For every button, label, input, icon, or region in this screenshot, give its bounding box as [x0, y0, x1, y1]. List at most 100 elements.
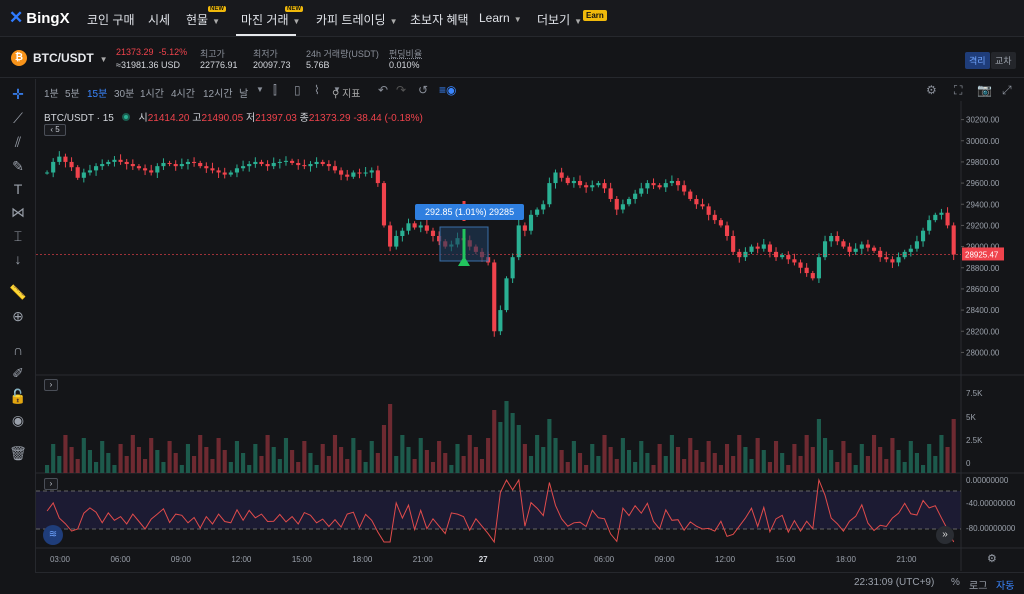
- candle-body: [210, 168, 215, 171]
- nav-learn[interactable]: Learn ▼: [479, 11, 522, 25]
- trendline-icon[interactable]: ⟋: [13, 110, 23, 126]
- candle-body: [669, 180, 674, 184]
- magnet-icon[interactable]: ∩: [12, 342, 24, 358]
- volume-bar: [890, 438, 895, 473]
- tf-1m[interactable]: 1분: [44, 89, 59, 100]
- nav-markets[interactable]: 시세: [148, 13, 171, 27]
- tf-5m[interactable]: 5분: [65, 89, 80, 100]
- redo-icon[interactable]: ↷: [396, 83, 407, 97]
- zoom-in-icon[interactable]: ⊕: [12, 308, 24, 324]
- oscillator-pane-toggle[interactable]: ›: [44, 478, 58, 490]
- funding-label[interactable]: 펀딩비율: [389, 49, 423, 59]
- nav-copy-trading[interactable]: 카피 트레이딩 ▼: [316, 13, 398, 27]
- parallel-lines-icon[interactable]: ⫽: [14, 134, 22, 150]
- nav-buy-crypto[interactable]: 코인 구매: [87, 13, 135, 27]
- eye-icon[interactable]: ◉: [11, 412, 25, 428]
- low-label: 최저가: [253, 49, 278, 59]
- text-icon[interactable]: T: [13, 181, 23, 197]
- reset-icon[interactable]: ↺: [418, 83, 429, 97]
- candle-body: [816, 257, 821, 279]
- candle-body: [645, 183, 650, 189]
- tf-4h[interactable]: 4시간: [171, 89, 195, 100]
- auto-scale-button[interactable]: 자동: [996, 581, 1015, 592]
- settings-gear-icon[interactable]: ⚙: [926, 83, 937, 97]
- volume-bar: [663, 456, 668, 473]
- candle-body: [847, 246, 852, 252]
- indicators-button[interactable]: ⚲ 지표: [332, 89, 361, 100]
- tf-day[interactable]: 날: [239, 89, 249, 100]
- candle-body: [933, 214, 938, 221]
- bar-chart-type-icon[interactable]: ⫿: [273, 83, 277, 97]
- candle-body: [510, 257, 515, 279]
- nav-spot[interactable]: 현물 ▼ NEW: [186, 6, 226, 27]
- undo-icon[interactable]: ↶: [378, 83, 389, 97]
- pattern-icon[interactable]: ⋈: [11, 204, 25, 220]
- trash-icon[interactable]: 🗑: [9, 445, 27, 461]
- candle-body: [718, 220, 723, 226]
- lock-drawing-icon[interactable]: ✐: [12, 365, 24, 381]
- volume-bar: [185, 444, 191, 473]
- percent-scale-button[interactable]: %: [951, 577, 960, 588]
- arrow-down-icon[interactable]: ↓: [14, 251, 22, 267]
- chevron-down-icon[interactable]: ▼: [256, 85, 264, 94]
- scroll-to-latest-button[interactable]: »: [936, 526, 954, 544]
- tf-15m[interactable]: 15분: [87, 89, 108, 100]
- candle-body: [222, 172, 227, 175]
- price-tick-label: 29400.00: [966, 200, 1000, 209]
- bingx-logo[interactable]: ✕ BingX: [9, 8, 70, 27]
- volume-bar: [216, 438, 221, 473]
- candle-body: [682, 185, 687, 192]
- candle-body: [437, 236, 442, 242]
- candle-body: [663, 183, 668, 188]
- fullscreen-icon[interactable]: ⛶: [954, 83, 963, 97]
- lock-icon[interactable]: 🔓: [9, 388, 27, 404]
- log-scale-button[interactable]: 로그: [969, 581, 988, 592]
- volume-bar: [381, 425, 387, 473]
- candle-body: [259, 161, 264, 165]
- volume-bar: [871, 435, 877, 473]
- tf-12h[interactable]: 12시간: [203, 89, 233, 100]
- volume-bar: [920, 465, 926, 473]
- candle-body: [559, 172, 564, 178]
- candle-body: [75, 167, 80, 178]
- bingx-watermark-icon: ≋: [43, 525, 63, 545]
- nav-more[interactable]: 더보기 ▼: [537, 13, 583, 27]
- candle-body: [896, 257, 901, 263]
- compare-icon[interactable]: ≡◉: [439, 83, 457, 97]
- brush-icon[interactable]: ✎: [12, 158, 24, 174]
- candle-body: [822, 241, 828, 258]
- volume-bar: [345, 459, 350, 473]
- tf-30m[interactable]: 30분: [114, 89, 135, 100]
- measure-range-icon[interactable]: ⌶: [13, 228, 23, 244]
- candle-body: [853, 248, 858, 252]
- cross-mode-button[interactable]: 교차: [991, 52, 1016, 69]
- tf-1h[interactable]: 1시간: [140, 89, 164, 100]
- candle-body: [149, 170, 154, 173]
- volume-bar: [479, 459, 485, 473]
- pair-selector[interactable]: BTC/USDT ▼: [33, 51, 108, 65]
- isolated-mode-button[interactable]: 격리: [965, 52, 990, 69]
- volume-bar: [884, 459, 889, 473]
- candle-body: [829, 236, 834, 242]
- volume-bar: [351, 438, 356, 473]
- line-chart-type-icon[interactable]: ⌇: [314, 83, 320, 97]
- candle-body: [706, 206, 711, 215]
- volume-bar: [332, 435, 338, 473]
- volume-bar: [222, 450, 227, 473]
- indicator-count-toggle[interactable]: ‹ 5: [44, 124, 66, 136]
- candle-chart-type-icon[interactable]: ▯: [294, 83, 301, 97]
- camera-icon[interactable]: 📷: [977, 83, 992, 97]
- chart-area[interactable]: 30200.00 30000.00 29800.00 29600.00 29400.00…: [36, 101, 1024, 575]
- volume-bar: [449, 465, 454, 473]
- volume-pane-toggle[interactable]: ›: [44, 379, 58, 391]
- crosshair-icon[interactable]: ✛: [12, 86, 24, 102]
- candle-body: [179, 164, 184, 167]
- time-tick-label: 06:00: [594, 555, 615, 564]
- chart-svg[interactable]: 30200.00 30000.00 29800.00 29600.00 29400.00…: [36, 101, 1024, 572]
- ruler-icon[interactable]: 📏: [9, 284, 27, 300]
- chevron-down-icon[interactable]: ▼: [333, 85, 341, 94]
- nav-beginner[interactable]: 초보자 혜택: [410, 13, 469, 27]
- nav-margin[interactable]: 마진 거래 ▼ NEW: [241, 6, 303, 27]
- expand-icon[interactable]: ⤢: [1002, 83, 1012, 97]
- candle-body: [675, 180, 681, 186]
